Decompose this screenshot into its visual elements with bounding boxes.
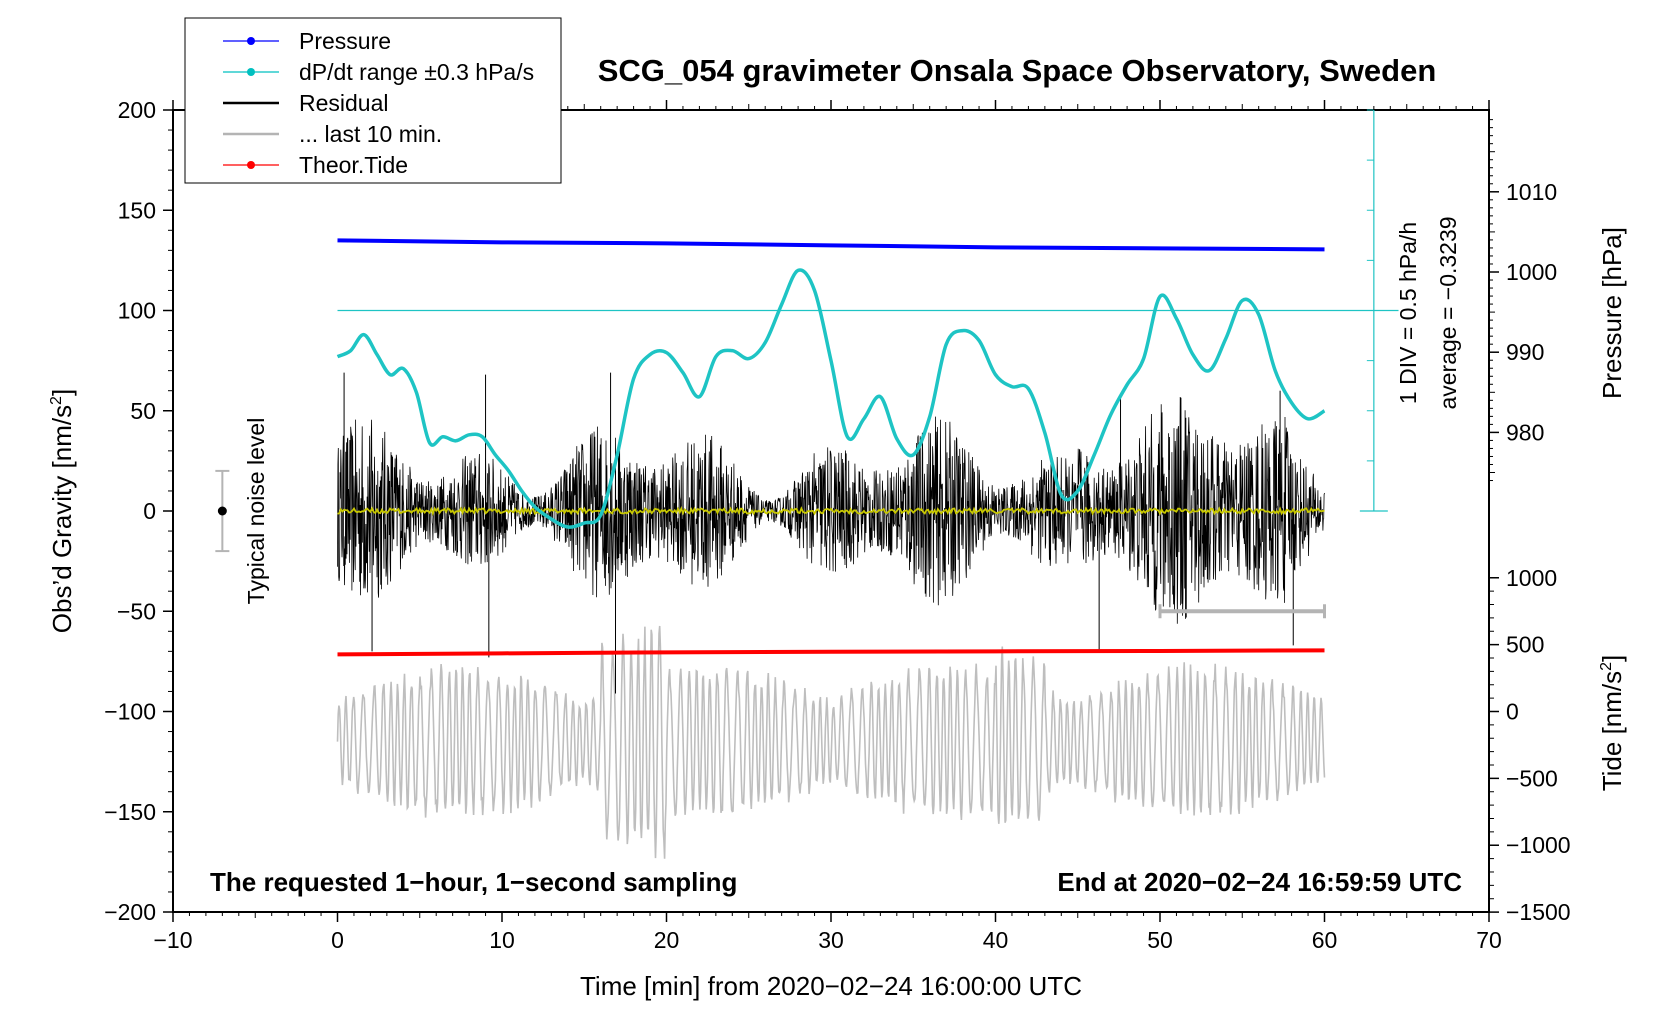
legend: Pressure dP/dt range ±0.3 hPa/s Residual..…: [184, 17, 562, 184]
legend-label: Theor.Tide: [299, 152, 408, 178]
tide-tick-label: 500: [1506, 632, 1544, 658]
series-lines: [215, 109, 1399, 657]
noise-level-label: Typical noise level: [243, 418, 269, 605]
legend-label: dP/dt range ±0.3 hPa/s: [299, 59, 534, 85]
x-tick-label: 50: [1147, 927, 1173, 953]
pressure-tick-label: 1000: [1506, 259, 1557, 285]
annotation-end-time: End at 2020−02−24 16:59:59 UTC: [1057, 867, 1462, 897]
y-tick-label: −200: [104, 899, 156, 925]
y-tick-label: 200: [118, 97, 156, 123]
y-tick-label: −150: [104, 799, 156, 825]
y-tick-label: 50: [130, 398, 156, 424]
x-tick-label: 10: [489, 927, 515, 953]
x-tick-label: 40: [983, 927, 1009, 953]
x-tick-label: 70: [1476, 927, 1502, 953]
x-axis-title: Time [min] from 2020−02−24 16:00:00 UTC: [580, 971, 1082, 1001]
y-tick-label: −50: [117, 598, 156, 624]
legend-marker: [247, 37, 255, 45]
y-axis-title-sup: 2: [48, 396, 65, 405]
y-tick-label: 100: [118, 298, 156, 324]
legend-label: ... last 10 min.: [299, 121, 442, 147]
x-tick-label: 20: [654, 927, 680, 953]
pressure-tick-label: 990: [1506, 339, 1544, 365]
y-tick-label: 150: [118, 197, 156, 223]
pressure-tick-label: 980: [1506, 419, 1544, 445]
pressure-line: [337, 238, 1325, 252]
x-tick-label: 0: [331, 927, 344, 953]
tide-tick-label: 0: [1506, 699, 1519, 725]
residual-series: [337, 372, 1325, 694]
tide-tick-label: −1000: [1506, 832, 1571, 858]
tide-axis-title-sup: 2: [1598, 662, 1615, 671]
tide-tick-label: 1000: [1506, 565, 1557, 591]
tide-axis-title: Tide [nm/s2]: [1597, 655, 1627, 792]
axis-ticks: [163, 100, 1499, 922]
dpdt-div-label: 1 DIV = 0.5 hPa/h: [1395, 222, 1421, 404]
legend-marker: [247, 68, 255, 76]
legend-label: Pressure: [299, 28, 391, 54]
legend-label: Residual: [299, 90, 389, 116]
theor-tide-line: [337, 648, 1325, 657]
tick-labels: −10 0 10 20 30 40 50 60 70−200−150−100−500501001…: [104, 97, 1570, 953]
tide-tick-label: −500: [1506, 765, 1558, 791]
chart-title: SCG_054 gravimeter Onsala Space Observat…: [598, 53, 1437, 88]
pressure-axis-title: Pressure [hPa]: [1597, 227, 1627, 399]
y-tick-label: −100: [104, 699, 156, 725]
legend-box: [184, 17, 562, 184]
y-tick-label: 0: [143, 498, 156, 524]
tide-tick-label: −1500: [1506, 899, 1571, 925]
pressure-tick-label: 1010: [1506, 179, 1557, 205]
legend-marker: [247, 161, 255, 169]
tide-series-grey: [336, 625, 1326, 859]
y-axis-title: Obs’d Gravity [nm/s2]: [47, 389, 77, 633]
y-axis-title-main: Obs’d Gravity [nm/s: [47, 405, 77, 633]
residual-mean-line: [337, 506, 1325, 517]
x-tick-label: −10: [153, 927, 192, 953]
tide-grey-line: [336, 625, 1326, 859]
residual-line: [337, 396, 1325, 624]
y-axis-title-end: ]: [47, 389, 77, 396]
dpdt-average-label: average = −0.3239: [1435, 216, 1461, 409]
tide-axis-title-end: ]: [1597, 655, 1627, 662]
tide-axis-title-main: Tide [nm/s: [1597, 671, 1627, 791]
noise-dot: [217, 506, 227, 516]
x-tick-label: 60: [1312, 927, 1338, 953]
x-tick-label: 30: [818, 927, 844, 953]
annotation-sampling: The requested 1−hour, 1−second sampling: [210, 867, 737, 897]
dpdt-line: [336, 268, 1326, 529]
